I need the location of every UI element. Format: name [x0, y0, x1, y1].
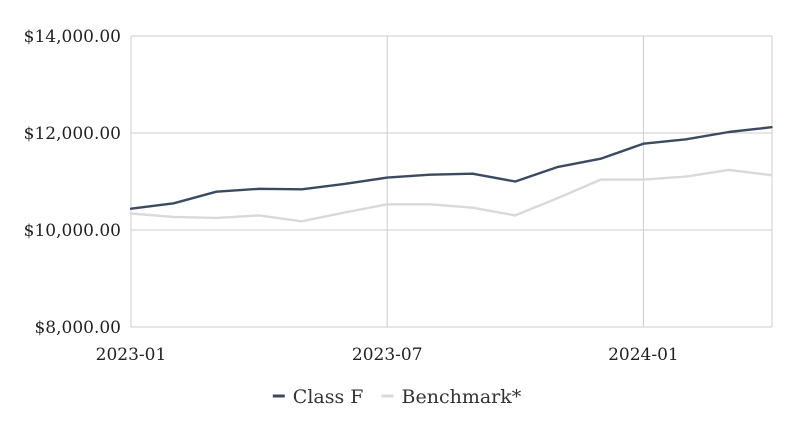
data-point-class-f — [386, 176, 389, 179]
data-point-class-f — [258, 187, 260, 190]
data-point-class-f — [215, 190, 218, 193]
data-point-class-f — [557, 166, 559, 168]
data-point-benchmark — [130, 212, 132, 215]
data-point-benchmark — [770, 174, 773, 177]
data-point-benchmark — [642, 178, 645, 181]
grid-lines — [130, 35, 773, 328]
data-point-benchmark — [471, 206, 474, 209]
y-tick-label: $12,000.00 — [24, 124, 121, 144]
data-point-benchmark — [258, 214, 260, 217]
data-point-class-f — [471, 172, 474, 175]
data-point-class-f — [130, 207, 132, 210]
data-point-class-f — [599, 157, 602, 160]
data-point-benchmark — [685, 175, 687, 178]
series-line-class-f — [129, 125, 773, 210]
data-point-class-f — [770, 126, 773, 129]
data-point-benchmark — [343, 211, 346, 214]
data-point-class-f — [172, 202, 175, 205]
data-point-class-f — [514, 180, 517, 183]
data-point-benchmark — [557, 197, 559, 199]
data-point-class-f — [727, 131, 730, 133]
x-tick-label: 2023-01 — [96, 345, 167, 365]
y-axis-tick-labels: $14,000.00 $12,000.00 $10,000.00 $8,000.00 — [24, 27, 121, 338]
data-point-class-f — [300, 188, 303, 191]
data-point-class-f — [429, 173, 431, 176]
data-point-benchmark — [599, 178, 602, 181]
data-point-benchmark — [215, 216, 218, 219]
data-point-class-f — [343, 183, 346, 185]
y-tick-label: $8,000.00 — [34, 318, 121, 338]
data-point-benchmark — [300, 220, 303, 223]
legend: Class F Benchmark* — [272, 386, 522, 408]
y-tick-label: $14,000.00 — [24, 27, 121, 47]
legend-item-benchmark: Benchmark* — [381, 386, 522, 408]
data-point-benchmark — [386, 203, 389, 206]
series-lines — [129, 125, 773, 223]
series-line-benchmark — [129, 168, 773, 223]
x-tick-label: 2024-01 — [608, 345, 679, 365]
x-axis-tick-labels: 2023-01 2023-07 2024-01 — [96, 345, 679, 365]
x-tick-label: 2023-07 — [352, 345, 423, 365]
y-tick-label: $10,000.00 — [24, 221, 121, 241]
legend-label: Class F — [293, 386, 364, 408]
data-point-class-f — [685, 138, 687, 141]
data-point-class-f — [642, 142, 645, 145]
legend-item-class-f: Class F — [272, 386, 364, 408]
legend-label: Benchmark* — [402, 386, 522, 408]
data-point-benchmark — [727, 168, 730, 171]
data-point-benchmark — [429, 203, 431, 206]
data-point-benchmark — [514, 214, 517, 217]
data-point-benchmark — [172, 216, 175, 218]
